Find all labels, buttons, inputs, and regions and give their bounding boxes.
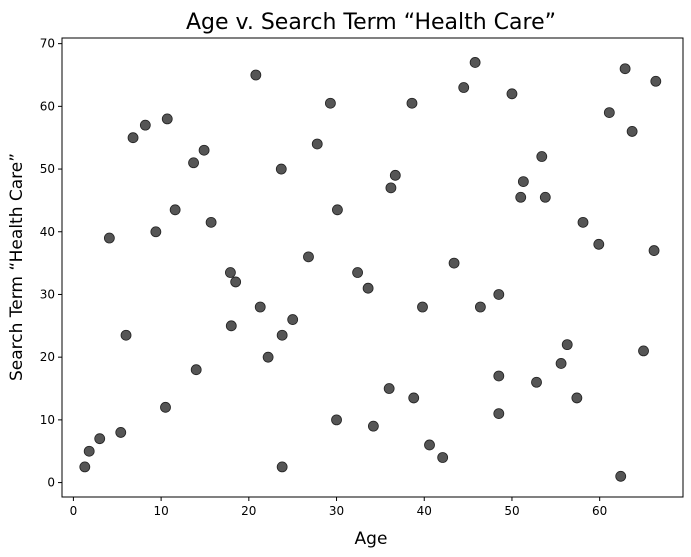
- data-point: [417, 301, 428, 313]
- data-point: [79, 461, 91, 473]
- data-point: [638, 345, 649, 357]
- data-point: [150, 226, 162, 238]
- data-point: [127, 132, 139, 144]
- data-point: [517, 176, 529, 187]
- x-tick-label: 0: [70, 504, 78, 518]
- data-point: [437, 452, 449, 463]
- data-point: [408, 392, 420, 404]
- y-tick-label: 30: [40, 287, 55, 301]
- y-tick-label: 0: [47, 476, 55, 490]
- x-axis-label: Age: [355, 529, 388, 549]
- data-point: [225, 320, 237, 332]
- plot-area-frame: [61, 37, 684, 498]
- data-point: [561, 339, 573, 351]
- data-point: [458, 82, 470, 93]
- data-point: [577, 216, 589, 228]
- data-point: [593, 238, 605, 250]
- data-point: [615, 470, 627, 482]
- data-point: [262, 351, 274, 363]
- data-point: [324, 97, 336, 109]
- data-point: [506, 88, 518, 100]
- y-tick-label: 40: [40, 225, 55, 239]
- data-point: [362, 282, 374, 294]
- data-point: [385, 182, 397, 194]
- data-point: [103, 232, 115, 244]
- data-point: [83, 445, 95, 457]
- x-tick-label: 30: [329, 504, 344, 518]
- data-point: [225, 267, 236, 278]
- axis-ticks: 0 10 20 30 40 50 60 0 10 20 30 40 50 60 70: [40, 37, 608, 518]
- data-point: [190, 364, 202, 376]
- y-tick-label: 50: [40, 162, 55, 176]
- data-point: [448, 257, 460, 269]
- x-tick-label: 10: [153, 504, 168, 518]
- data-point: [276, 461, 288, 473]
- y-tick-label: 20: [40, 350, 55, 364]
- data-point: [571, 392, 583, 404]
- data-point: [332, 204, 343, 216]
- data-point: [205, 216, 217, 228]
- data-point: [389, 169, 401, 181]
- data-point: [493, 289, 505, 300]
- data-point: [474, 301, 486, 313]
- x-tick-label: 40: [417, 504, 432, 518]
- data-point: [303, 251, 314, 263]
- data-point: [198, 144, 210, 156]
- data-point: [531, 376, 542, 388]
- data-point: [515, 191, 527, 203]
- data-point: [406, 97, 418, 109]
- data-point: [120, 329, 132, 341]
- data-point: [383, 383, 395, 394]
- data-points: [79, 57, 662, 482]
- data-point: [139, 119, 151, 131]
- data-point: [555, 358, 567, 369]
- y-tick-label: 10: [40, 413, 55, 427]
- data-point: [169, 204, 181, 216]
- y-axis-label: Search Term “Health Care”: [7, 153, 27, 381]
- data-point: [493, 370, 505, 382]
- data-point: [254, 301, 266, 313]
- y-tick-label: 60: [40, 99, 55, 113]
- data-point: [115, 427, 127, 438]
- data-point: [493, 408, 505, 420]
- data-point: [619, 63, 631, 75]
- data-point: [626, 126, 638, 137]
- x-tick-label: 50: [504, 504, 519, 518]
- data-point: [161, 113, 173, 125]
- data-point: [275, 163, 287, 175]
- data-point: [230, 276, 242, 288]
- data-point: [367, 420, 379, 432]
- data-point: [603, 107, 615, 119]
- data-point: [250, 69, 262, 81]
- data-point: [539, 191, 551, 203]
- data-point: [331, 414, 342, 426]
- x-tick-label: 60: [592, 504, 607, 518]
- y-tick-label: 70: [40, 37, 55, 51]
- data-point: [648, 245, 660, 256]
- data-point: [650, 75, 662, 87]
- data-point: [352, 267, 363, 278]
- data-point: [160, 401, 171, 413]
- x-tick-label: 20: [241, 504, 256, 518]
- data-point: [311, 138, 323, 150]
- data-point: [536, 151, 548, 162]
- chart-title: Age v. Search Term “Health Care”: [186, 10, 556, 35]
- data-point: [188, 157, 199, 169]
- data-point: [276, 329, 288, 341]
- data-point: [287, 314, 299, 325]
- data-point: [94, 433, 106, 445]
- data-point: [424, 439, 435, 451]
- data-point: [469, 57, 481, 68]
